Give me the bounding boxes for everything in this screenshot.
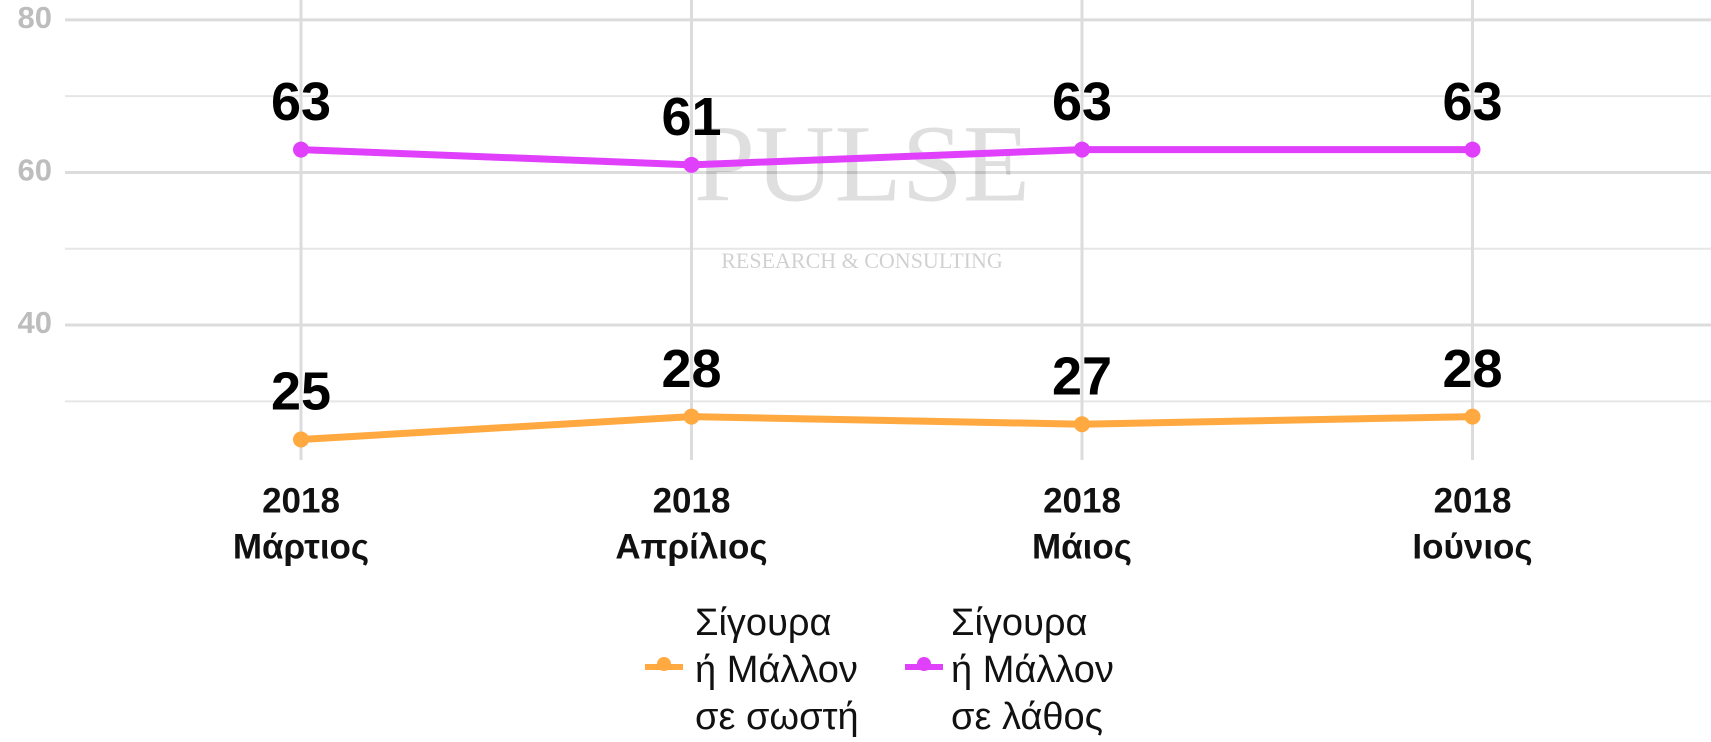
x-tick-label: 2018	[653, 481, 731, 520]
data-label: 63	[271, 72, 331, 132]
data-label: 63	[1052, 72, 1112, 132]
point	[293, 431, 309, 448]
x-tick-label: 2018	[262, 481, 340, 520]
y-tick-label: 80	[18, 0, 52, 35]
point	[293, 141, 309, 158]
y-tick-label: 60	[18, 153, 52, 188]
x-tick-label: 2018	[1434, 481, 1512, 520]
x-tick-label: Ιούνιος	[1412, 527, 1532, 566]
series-line	[300, 146, 1473, 169]
data-label: 61	[661, 87, 721, 147]
point	[683, 156, 700, 173]
data-label: 28	[661, 339, 721, 399]
point	[1464, 408, 1481, 425]
point	[1464, 141, 1481, 158]
data-label: 27	[1052, 346, 1112, 406]
watermark-sub: RESEARCH & CONSULTING	[721, 248, 1003, 273]
x-tick-label: Απρίλιος	[615, 527, 767, 566]
y-tick-label: 40	[18, 305, 52, 340]
point	[683, 408, 700, 425]
legend-dot	[917, 657, 931, 671]
legend-key	[905, 657, 943, 671]
series-line	[300, 413, 1473, 443]
data-label: 63	[1442, 72, 1502, 132]
data-label: 25	[271, 362, 331, 422]
legend-label: Σίγουρα ή Μάλλον σε σωστή	[695, 602, 859, 738]
legend-key	[645, 657, 683, 671]
point	[1074, 416, 1090, 433]
x-tick-label: Μάιος	[1032, 527, 1132, 566]
point	[1074, 141, 1090, 158]
data-label: 28	[1442, 339, 1502, 399]
x-tick-label: 2018	[1043, 481, 1121, 520]
legend-label: Σίγουρα ή Μάλλον σε λάθος	[951, 602, 1114, 738]
x-tick-label: Μάρτιος	[233, 527, 369, 566]
legend-dot	[657, 657, 671, 671]
